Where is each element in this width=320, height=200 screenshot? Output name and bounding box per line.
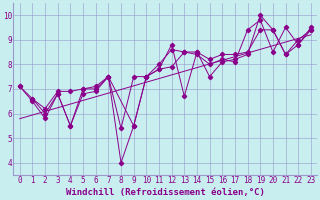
- X-axis label: Windchill (Refroidissement éolien,°C): Windchill (Refroidissement éolien,°C): [66, 188, 265, 197]
